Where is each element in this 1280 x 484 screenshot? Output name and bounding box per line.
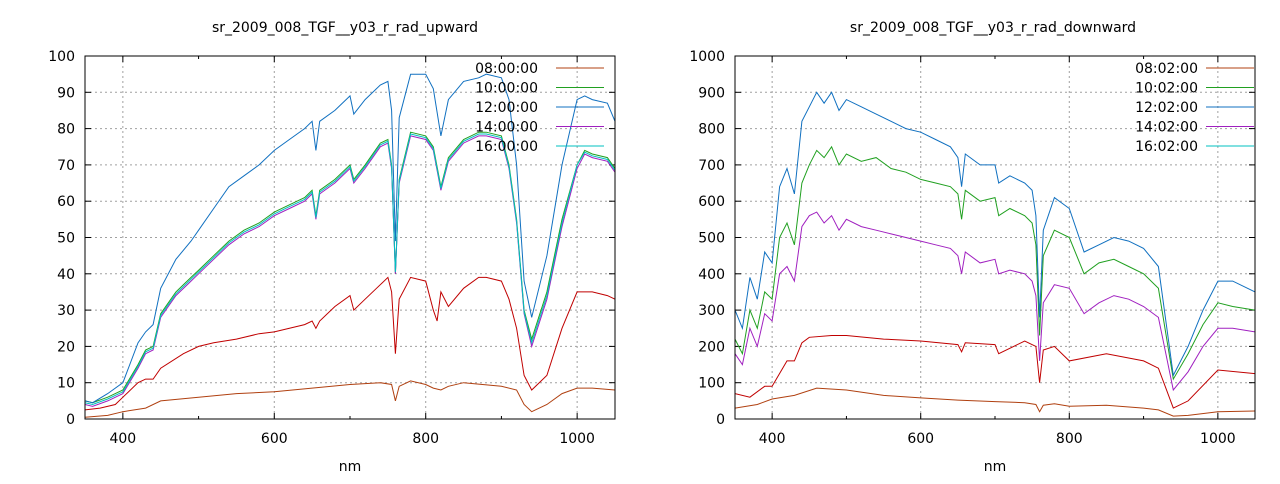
y-tick-label: 400	[698, 267, 725, 283]
legend-label: 10:00:00	[475, 81, 538, 97]
y-tick-label: 90	[57, 85, 75, 101]
y-tick-label: 700	[698, 158, 725, 174]
y-tick-label: 0	[66, 412, 75, 428]
series-line-120200	[735, 91, 1255, 378]
y-tick-label: 300	[698, 303, 725, 319]
y-tick-label: 60	[57, 194, 75, 210]
legend-label: 08:00:00	[475, 61, 538, 77]
y-tick-label: 10	[57, 376, 75, 392]
y-tick-label: 30	[57, 303, 75, 319]
y-tick-label: 100	[48, 49, 75, 65]
chart-2: sr_2009_008_TGF__y03_r_rad_downward 0 100 2…	[689, 20, 1256, 475]
series-line-080000	[85, 380, 615, 418]
x-axis-label: nm	[984, 459, 1007, 475]
legend-label: 16:00:00	[475, 139, 538, 155]
legend-label: 16:02:00	[1135, 139, 1198, 155]
x-tick-label: 1000	[1200, 431, 1236, 447]
y-tick-label: 500	[698, 231, 725, 247]
y-tick-label: 100	[698, 376, 725, 392]
x-tick-label: 800	[412, 431, 439, 447]
y-tick-label: 20	[57, 339, 75, 355]
legend-label: 12:02:00	[1135, 100, 1198, 116]
series-line-160000	[85, 133, 615, 406]
chart-title: sr_2009_008_TGF__y03_r_rad_upward	[212, 20, 478, 36]
legend-label: 08:02:00	[1135, 61, 1198, 77]
y-tick-label: 50	[57, 231, 75, 247]
x-tick-label: 600	[907, 431, 934, 447]
plot-frame	[734, 55, 1256, 420]
x-tick-label: 1000	[559, 431, 595, 447]
x-tick-label: 800	[1056, 431, 1083, 447]
x-axis-label: nm	[339, 459, 362, 475]
y-tick-label: 40	[57, 267, 75, 283]
series-line-140200	[735, 211, 1255, 392]
plot-frame	[84, 55, 616, 420]
legend-label: 14:00:00	[475, 120, 538, 136]
series-line-080200	[735, 387, 1255, 417]
series-line-100200	[735, 145, 1255, 381]
x-tick-label: 400	[109, 431, 136, 447]
chart-title: sr_2009_008_TGF__y03_r_rad_downward	[850, 20, 1136, 36]
chart-1: sr_2009_008_TGF__y03_r_rad_upward 0 10 20 30…	[48, 20, 616, 475]
legend-label: 14:02:00	[1135, 120, 1198, 136]
series-line-100000	[85, 131, 615, 404]
legend-label: 10:02:00	[1135, 81, 1198, 97]
y-tick-label: 0	[716, 412, 725, 428]
series-line-120000	[85, 73, 615, 404]
y-tick-label: 900	[698, 85, 725, 101]
x-tick-label: 600	[261, 431, 288, 447]
series-line-unlabeled-5	[85, 276, 615, 411]
y-tick-label: 70	[57, 158, 75, 174]
series-line-unlabeled-5	[735, 335, 1255, 409]
y-tick-label: 200	[698, 339, 725, 355]
y-tick-label: 800	[698, 122, 725, 138]
y-tick-label: 1000	[689, 49, 725, 65]
y-tick-label: 80	[57, 122, 75, 138]
legend-label: 12:00:00	[475, 100, 538, 116]
y-tick-label: 600	[698, 194, 725, 210]
x-tick-label: 400	[759, 431, 786, 447]
